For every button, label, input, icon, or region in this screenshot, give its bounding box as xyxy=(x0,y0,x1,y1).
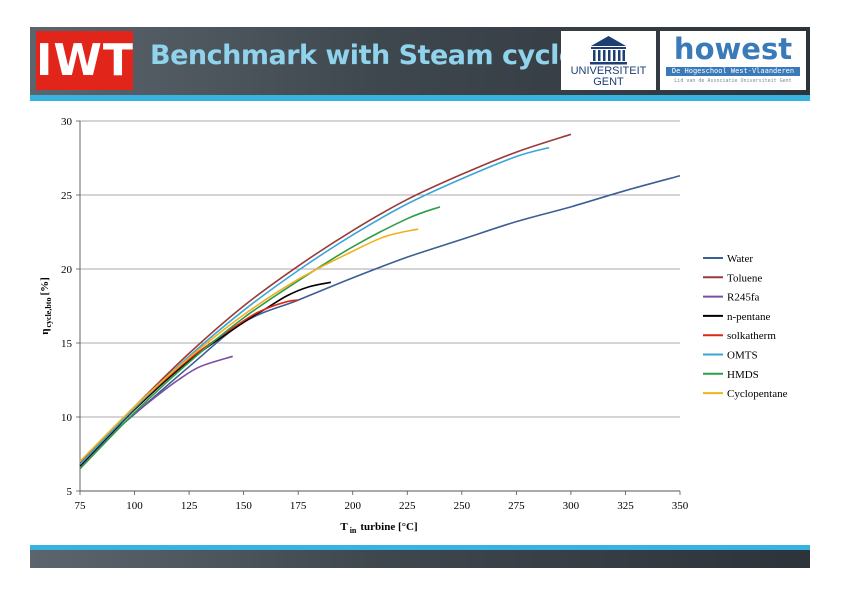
x-tick-label: 100 xyxy=(126,500,143,512)
legend-label-solkatherm: solkatherm xyxy=(727,330,776,342)
howest-tagline: De Hogeschool West-Vlaanderen xyxy=(666,67,800,76)
chart-legend: Water Toluene R245fa n-pentane solkatherm OMT… xyxy=(703,253,788,400)
slide-title: Benchmark with Steam cycle xyxy=(150,40,577,71)
x-axis-title-rest: turbine [°C] xyxy=(360,521,417,533)
x-tick-label: 125 xyxy=(181,500,198,512)
x-tick-label: 200 xyxy=(344,500,361,512)
y-tick-label: 30 xyxy=(61,116,73,128)
legend-label-hmds: HMDS xyxy=(727,369,759,381)
howest-subline: Lid van de Associatie Universiteit Gent xyxy=(674,78,792,84)
x-axis-title-sub: in xyxy=(350,526,357,535)
grid-layer xyxy=(80,120,680,418)
y-axis-title: ηcycle,bto [%] xyxy=(39,277,53,335)
y-tick-label: 10 xyxy=(61,412,73,424)
footer-bar xyxy=(30,550,810,568)
x-tick-label: 350 xyxy=(672,500,689,512)
series-layer xyxy=(79,133,681,470)
series-line-toluene xyxy=(79,133,572,464)
x-tick-label: 250 xyxy=(454,500,471,512)
series-line-hmds xyxy=(79,206,441,470)
legend-label-water: Water xyxy=(727,253,753,265)
ugent-name-line2: GENT xyxy=(593,76,624,88)
ugent-logo: UNIVERSITEIT GENT xyxy=(561,31,656,90)
series-line-cyclopentane xyxy=(79,228,419,462)
ugent-building-icon xyxy=(590,36,627,65)
y-axis-title-main: η xyxy=(39,329,51,335)
x-tick-label: 325 xyxy=(617,500,634,512)
footer-accent-stripe xyxy=(30,545,810,550)
legend-label-omts: OMTS xyxy=(727,350,758,362)
x-tick-label: 75 xyxy=(75,500,87,512)
y-axis-title-sub: cycle,bto xyxy=(44,298,53,328)
series-line-n-pentane xyxy=(79,281,332,467)
legend-label-n-pentane: n-pentane xyxy=(727,311,770,323)
series-line-solkatherm xyxy=(79,299,299,465)
axes-layer: 5 10 15 20 25 30 75 100 125 150 175 200 225 250 275 300… xyxy=(61,116,689,512)
y-tick-label: 20 xyxy=(61,264,73,276)
howest-wordmark: howest xyxy=(673,32,793,66)
x-tick-label: 175 xyxy=(290,500,307,512)
ugent-name-line1: UNIVERSITEIT xyxy=(570,65,647,77)
y-tick-label: 5 xyxy=(67,486,73,498)
iwt-logo: IWT xyxy=(36,31,133,90)
y-axis-title-rest: [%] xyxy=(39,277,51,295)
series-line-r245fa xyxy=(79,355,233,468)
x-tick-label: 150 xyxy=(235,500,252,512)
y-tick-label: 25 xyxy=(61,190,73,202)
x-axis-title-main: T xyxy=(340,521,348,533)
legend-label-r245fa: R245fa xyxy=(727,292,760,304)
howest-logo: howest De Hogeschool West-Vlaanderen Lid… xyxy=(660,31,806,90)
header-accent-stripe xyxy=(30,95,810,101)
legend-label-toluene: Toluene xyxy=(727,272,762,284)
legend-label-cyclopentane: Cyclopentane xyxy=(727,388,788,400)
y-tick-label: 15 xyxy=(61,338,73,350)
x-tick-label: 300 xyxy=(563,500,580,512)
x-tick-label: 225 xyxy=(399,500,416,512)
x-tick-label: 275 xyxy=(508,500,525,512)
